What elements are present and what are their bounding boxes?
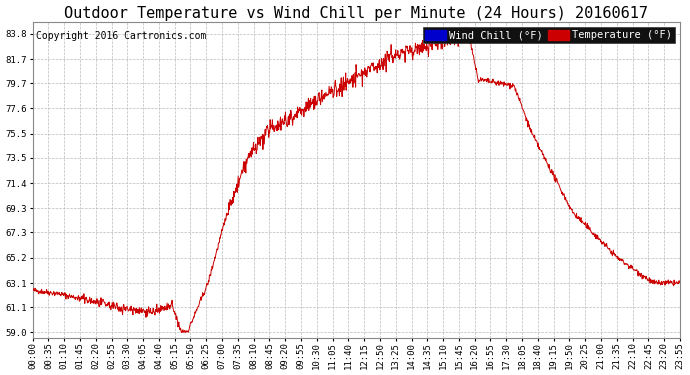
Legend: Wind Chill (°F), Temperature (°F): Wind Chill (°F), Temperature (°F) [423, 27, 675, 43]
Title: Outdoor Temperature vs Wind Chill per Minute (24 Hours) 20160617: Outdoor Temperature vs Wind Chill per Mi… [64, 6, 649, 21]
Text: Copyright 2016 Cartronics.com: Copyright 2016 Cartronics.com [36, 31, 206, 41]
